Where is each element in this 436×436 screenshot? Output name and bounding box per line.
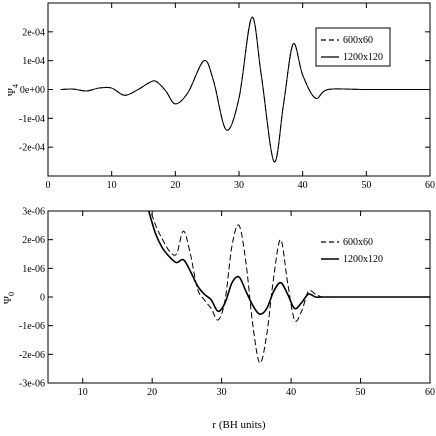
y-tick-label: -3e-06 xyxy=(19,379,45,390)
bottom-panel-psi0: 10 20 30 40 50 60 3e-06 2e-06 1e-06 0 -1e-06 -2e-0… xyxy=(2,207,435,399)
x-axis-title: r (BH units) xyxy=(212,419,266,431)
y-tick-label: 3e-06 xyxy=(22,207,45,218)
top-series-group xyxy=(60,16,430,163)
series-line-600x60 xyxy=(150,211,430,364)
x-tick-label: 60 xyxy=(425,387,435,398)
top-legend-label-600x60: 600x60 xyxy=(343,35,373,46)
x-tick-label: 10 xyxy=(107,180,117,191)
y-tick-label: 1e-04 xyxy=(22,56,45,67)
top-legend-box xyxy=(315,27,391,67)
top-legend: 600x60 1200x120 xyxy=(315,27,391,67)
y-tick-label: 0e+00 xyxy=(20,85,45,96)
x-tick-label: 50 xyxy=(356,387,366,398)
y-tick-label: 1e-06 xyxy=(22,264,45,275)
x-tick-label: 50 xyxy=(361,180,371,191)
top-panel-psi4: 0 10 20 30 40 50 60 2e-04 1e-04 0e+00 -1e-04 -2e-0… xyxy=(6,2,435,191)
y-tick-label: -1e-06 xyxy=(19,321,45,332)
x-tick-label: 10 xyxy=(78,387,88,398)
bottom-y-axis-title: Ψ0 xyxy=(2,292,16,304)
y-tick-label: -2e-06 xyxy=(19,350,45,361)
y-tick-label: 2e-06 xyxy=(22,235,45,246)
bottom-y-axis-ticks: 3e-06 2e-06 1e-06 0 -1e-06 -2e-06 -3e-06 xyxy=(19,207,430,390)
x-tick-label: 20 xyxy=(147,387,157,398)
x-tick-label: 30 xyxy=(217,387,227,398)
x-tick-label: 40 xyxy=(298,180,308,191)
y-tick-label: 0 xyxy=(40,293,45,304)
x-tick-label: 40 xyxy=(286,387,296,398)
top-y-axis-ticks: 2e-04 1e-04 0e+00 -1e-04 -2e-04 xyxy=(19,27,430,154)
x-tick-label: 30 xyxy=(234,180,244,191)
bottom-series-group xyxy=(147,211,430,364)
series-line-1200x120 xyxy=(147,211,430,316)
bottom-legend-label-1200x120: 1200x120 xyxy=(343,254,383,265)
top-legend-label-1200x120: 1200x120 xyxy=(343,52,383,63)
top-y-axis-title: Ψ4 xyxy=(6,84,20,96)
y-tick-label: -1e-04 xyxy=(19,114,45,125)
bottom-legend: 600x60 1200x120 xyxy=(321,237,383,265)
x-tick-label: 0 xyxy=(46,180,51,191)
top-x-axis-ticks: 0 10 20 30 40 50 60 xyxy=(46,3,435,191)
x-tick-label: 60 xyxy=(425,180,435,191)
y-tick-label: -2e-04 xyxy=(19,143,45,154)
x-tick-label: 20 xyxy=(170,180,180,191)
bottom-legend-label-600x60: 600x60 xyxy=(343,237,373,248)
y-tick-label: 2e-04 xyxy=(22,27,45,38)
series-line-1200x120 xyxy=(60,16,430,163)
